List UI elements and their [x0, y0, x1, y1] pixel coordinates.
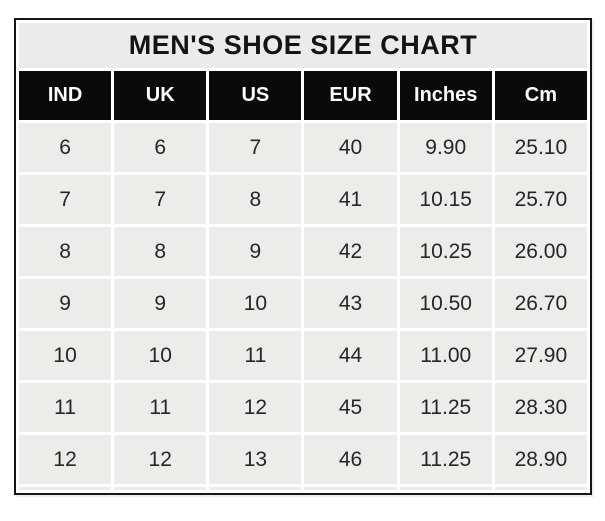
table-cell: 25.10: [494, 123, 587, 172]
table-cell: 10.25: [399, 227, 492, 276]
table-cell: 46: [304, 435, 397, 484]
table-cell: 10.15: [399, 175, 492, 224]
bottom-strip-cell: [399, 487, 492, 490]
table-cell: 6: [19, 123, 112, 172]
table-cell: 11: [209, 331, 302, 380]
table-cell: 40: [304, 123, 397, 172]
table-cell: 11: [19, 383, 112, 432]
table-cell: 11.25: [399, 435, 492, 484]
table-cell: 13: [209, 435, 302, 484]
table-cell: 10: [19, 331, 112, 380]
table-row: 8 8 9 42 10.25 26.00: [19, 227, 587, 276]
table-cell: 11: [114, 383, 207, 432]
table-cell: 7: [114, 175, 207, 224]
table-cell: 10: [114, 331, 207, 380]
table-cell: 8: [209, 175, 302, 224]
table-cell: 8: [19, 227, 112, 276]
table-row: 11 11 12 45 11.25 28.30: [19, 383, 587, 432]
page-title: MEN'S SHOE SIZE CHART: [19, 23, 587, 68]
table-cell: 43: [304, 279, 397, 328]
title-row: MEN'S SHOE SIZE CHART: [19, 23, 587, 68]
table-cell: 11.00: [399, 331, 492, 380]
table-cell: 26.00: [494, 227, 587, 276]
column-header-eur: EUR: [304, 71, 397, 120]
table-cell: 26.70: [494, 279, 587, 328]
table-row: 7 7 8 41 10.15 25.70: [19, 175, 587, 224]
column-header-inches: Inches: [399, 71, 492, 120]
table-cell: 41: [304, 175, 397, 224]
table-cell: 10: [209, 279, 302, 328]
bottom-strip-cell: [494, 487, 587, 490]
table-row: 9 9 10 43 10.50 26.70: [19, 279, 587, 328]
column-header-uk: UK: [114, 71, 207, 120]
column-header-cm: Cm: [494, 71, 587, 120]
table-cell: 28.30: [494, 383, 587, 432]
table-cell: 9: [209, 227, 302, 276]
table-cell: 45: [304, 383, 397, 432]
bottom-strip-cell: [304, 487, 397, 490]
table-cell: 9.90: [399, 123, 492, 172]
table-cell: 8: [114, 227, 207, 276]
table-cell: 7: [209, 123, 302, 172]
column-header-ind: IND: [19, 71, 112, 120]
table-cell: 25.70: [494, 175, 587, 224]
table-cell: 12: [209, 383, 302, 432]
table-cell: 11.25: [399, 383, 492, 432]
table-head: MEN'S SHOE SIZE CHART IND UK US EUR Inch…: [19, 23, 587, 120]
table-row: 10 10 11 44 11.00 27.90: [19, 331, 587, 380]
table-cell: 12: [19, 435, 112, 484]
table-cell: 42: [304, 227, 397, 276]
bottom-strip-cell: [209, 487, 302, 490]
header-row: IND UK US EUR Inches Cm: [19, 71, 587, 120]
table-cell: 10.50: [399, 279, 492, 328]
table-cell: 12: [114, 435, 207, 484]
table-cell: 44: [304, 331, 397, 380]
column-header-us: US: [209, 71, 302, 120]
table-row: 6 6 7 40 9.90 25.10: [19, 123, 587, 172]
table-row: 12 12 13 46 11.25 28.90: [19, 435, 587, 484]
table-cell: 7: [19, 175, 112, 224]
table-cell: 28.90: [494, 435, 587, 484]
shoe-size-table: MEN'S SHOE SIZE CHART IND UK US EUR Inch…: [14, 18, 592, 495]
bottom-strip-cell: [19, 487, 112, 490]
bottom-strip-row: [19, 487, 587, 490]
table-body: 6 6 7 40 9.90 25.10 7 7 8 41 10.15 25.70…: [19, 123, 587, 490]
table-cell: 27.90: [494, 331, 587, 380]
table-cell: 9: [114, 279, 207, 328]
table-cell: 6: [114, 123, 207, 172]
table-cell: 9: [19, 279, 112, 328]
bottom-strip-cell: [114, 487, 207, 490]
